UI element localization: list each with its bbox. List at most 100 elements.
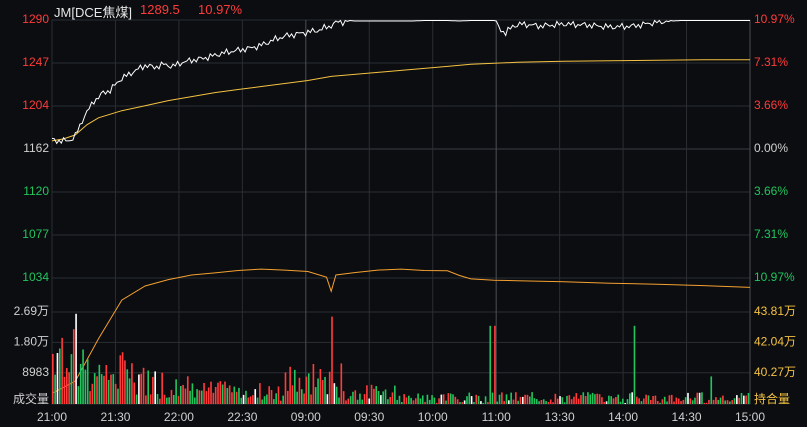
volume-bar: [559, 396, 561, 404]
volume-bar: [533, 398, 536, 404]
volume-bar: [238, 387, 240, 404]
volume-bar: [447, 393, 450, 404]
x-tick: 15:00: [735, 410, 765, 424]
volume-bar: [710, 376, 713, 404]
volume-bar: [212, 392, 215, 404]
oi-axis-label: 持合量: [754, 391, 790, 406]
volume-bar: [368, 398, 371, 404]
volume-bar: [182, 384, 184, 404]
volume-bar: [484, 396, 487, 404]
volume-bar: [347, 398, 350, 404]
volume-bar: [480, 401, 482, 404]
volume-bar: [503, 401, 505, 404]
volume-bar: [617, 394, 620, 404]
volume-bar: [93, 373, 96, 404]
x-tick: 11:00: [482, 410, 511, 424]
volume-bar: [729, 401, 731, 404]
x-tick: 14:00: [608, 410, 638, 424]
volume-bar: [145, 395, 147, 404]
volume-bar: [517, 400, 519, 404]
volume-bar: [487, 402, 489, 404]
volume-bar: [426, 394, 429, 404]
volume-bar: [468, 392, 471, 404]
volume-bar: [98, 364, 101, 404]
volume-bar: [563, 402, 566, 404]
volume-bar: [63, 376, 66, 404]
y-tick-right: 3.66%: [754, 184, 788, 198]
volume-bar: [647, 395, 650, 404]
volume-bar: [249, 396, 252, 404]
volume-bar: [96, 376, 98, 404]
volume-bar: [231, 392, 233, 404]
volume-bar: [193, 397, 196, 404]
volume-bar: [675, 397, 678, 404]
volume-bar: [273, 399, 275, 404]
volume-bar: [82, 349, 84, 404]
x-tick: 14:30: [672, 410, 702, 424]
volume-bar: [354, 390, 357, 404]
volume-bar: [298, 377, 301, 404]
volume-bar: [501, 392, 503, 404]
volume-bar: [77, 386, 80, 404]
volume-bar: [698, 392, 701, 404]
volume-bar: [719, 397, 722, 404]
x-tick: 13:30: [545, 410, 575, 424]
volume-bar: [466, 396, 468, 404]
price-line: [51, 19, 750, 145]
volume-bar: [431, 395, 433, 404]
volume-bar: [449, 393, 452, 404]
volume-bar: [103, 375, 105, 404]
volume-bar: [596, 393, 599, 404]
volume-bar: [598, 394, 601, 404]
x-tick: 22:00: [164, 410, 194, 424]
volume-bar: [705, 402, 708, 404]
volume-bar: [542, 399, 545, 404]
volume-bar: [589, 394, 592, 404]
volume-bar: [682, 399, 685, 404]
volume-bar: [459, 402, 461, 404]
volume-bar: [738, 397, 740, 404]
volume-bar: [424, 401, 426, 404]
volume-bar: [491, 392, 494, 404]
volume-bar: [340, 363, 343, 404]
volume-bar: [235, 391, 238, 404]
y-tick-left: 1247: [22, 55, 49, 69]
volume-bar: [312, 364, 315, 404]
volume-bar: [508, 400, 510, 404]
volume-bar: [266, 394, 268, 404]
volume-bar: [61, 337, 63, 404]
volume-bar: [370, 384, 373, 404]
volume-bar: [615, 397, 617, 404]
volume-bar: [417, 393, 419, 404]
volume-bar: [126, 369, 129, 404]
x-tick: 21:00: [37, 410, 67, 424]
volume-bar: [407, 395, 410, 404]
volume-bar: [366, 385, 368, 404]
volume-bar: [659, 402, 661, 404]
volume-bar: [556, 398, 559, 404]
volume-bar: [610, 396, 613, 404]
volume-bar: [275, 393, 277, 404]
volume-bar: [224, 381, 226, 404]
volume-bar: [56, 353, 59, 404]
volume-bar: [52, 353, 54, 404]
volume-bar: [591, 392, 594, 404]
volume-bar: [124, 360, 126, 404]
volume-bar: [70, 354, 73, 404]
volume-bar: [526, 394, 529, 404]
volume-bar: [608, 395, 610, 404]
volume-bar: [652, 396, 654, 404]
volume-bar: [521, 396, 524, 404]
volume-bar: [186, 376, 189, 404]
volume-bar: [280, 400, 282, 404]
volume-bar: [454, 396, 457, 404]
volume-bar: [58, 348, 61, 404]
volume-bar: [335, 386, 338, 404]
plot-frame: [51, 19, 751, 405]
volume-bar: [405, 397, 408, 404]
volume-bar: [649, 400, 652, 404]
volume-bar: [54, 374, 56, 404]
volume-bar: [286, 390, 289, 404]
volume-bar: [112, 374, 115, 404]
